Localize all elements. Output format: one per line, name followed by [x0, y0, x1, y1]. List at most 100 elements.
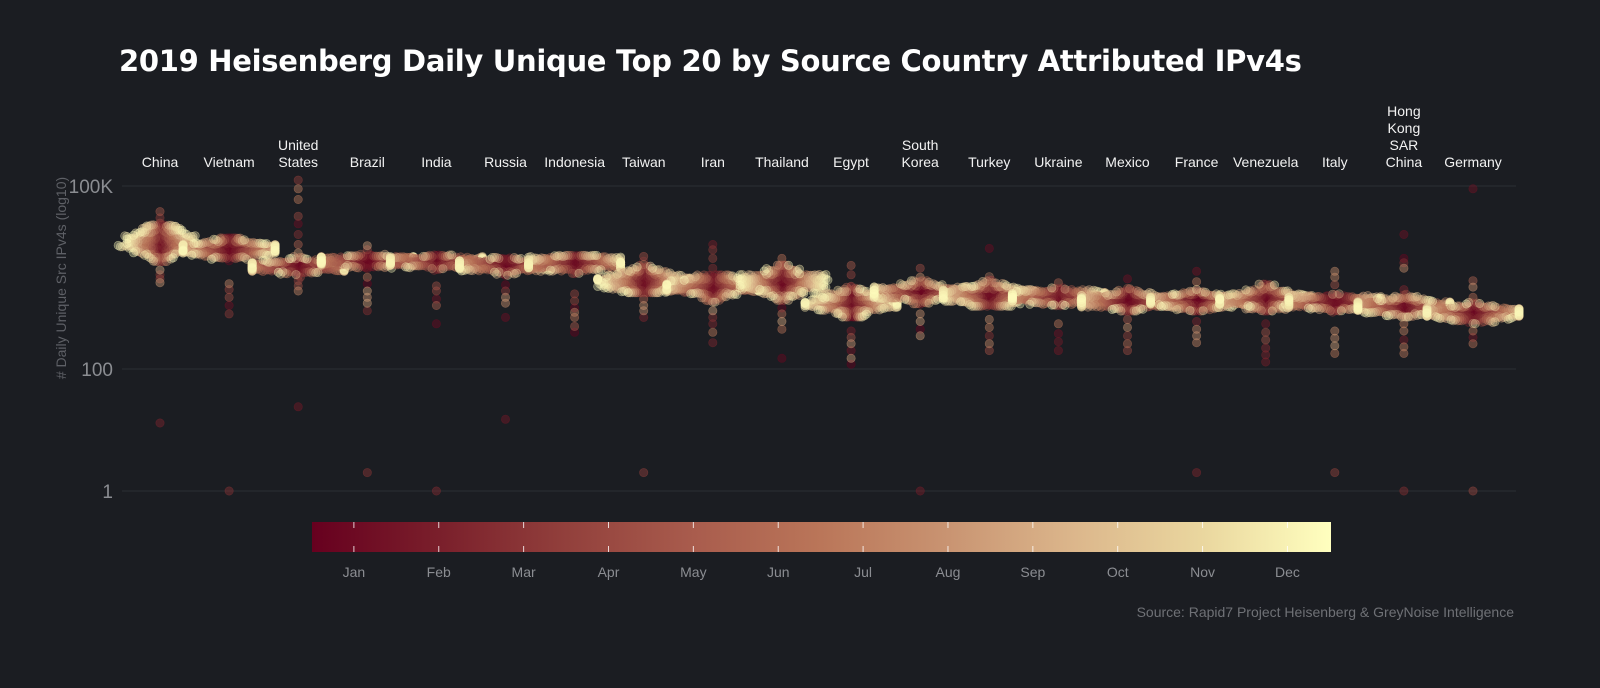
data-point — [511, 268, 521, 278]
data-point — [273, 267, 283, 277]
data-point — [1101, 288, 1111, 298]
data-point — [293, 219, 303, 229]
data-point — [639, 251, 649, 261]
data-point — [489, 267, 499, 277]
data-point — [362, 306, 372, 316]
country-label-line: United — [278, 137, 318, 153]
data-point — [686, 289, 696, 299]
country-label: Russia — [484, 154, 527, 170]
country-swarm — [1007, 278, 1109, 356]
data-point — [639, 468, 649, 478]
data-point — [187, 250, 197, 260]
data-point — [342, 251, 352, 261]
data-point — [1047, 300, 1057, 310]
data-point — [1146, 295, 1156, 305]
data-point — [1192, 468, 1202, 478]
country-label: Mexico — [1105, 154, 1150, 170]
data-point — [129, 248, 139, 258]
data-point — [915, 486, 925, 496]
data-point — [401, 262, 411, 272]
data-point — [431, 281, 441, 291]
data-point — [1125, 284, 1135, 294]
data-point — [708, 306, 718, 316]
country-label-line: Italy — [1322, 154, 1348, 170]
data-point — [500, 312, 510, 322]
data-point — [500, 414, 510, 424]
data-point — [647, 263, 657, 273]
data-point — [759, 266, 769, 276]
data-point — [207, 254, 217, 264]
data-point — [1053, 319, 1063, 329]
country-label: Thailand — [755, 154, 809, 170]
data-point — [503, 270, 513, 280]
data-point — [833, 285, 843, 295]
data-point — [1053, 337, 1063, 347]
data-point — [362, 241, 372, 251]
data-point — [516, 254, 526, 264]
country-label: Iran — [701, 154, 725, 170]
y-tick-label: 100 — [81, 360, 113, 381]
data-point — [755, 284, 765, 294]
data-point — [777, 353, 787, 363]
data-point — [879, 303, 889, 313]
data-point — [431, 319, 441, 329]
country-label: Brazil — [350, 154, 385, 170]
data-point — [800, 297, 810, 307]
data-point — [855, 284, 865, 294]
country-label: China — [142, 154, 179, 170]
country-label: Hong Kong SAR China — [1386, 103, 1423, 170]
data-point — [1025, 299, 1035, 309]
country-label-line: Mexico — [1105, 154, 1150, 170]
country-label-line: Ukraine — [1034, 154, 1082, 170]
data-point — [710, 297, 720, 307]
country-label: Indonesia — [544, 154, 605, 170]
data-point — [202, 251, 212, 261]
data-point — [1154, 300, 1164, 310]
data-point — [846, 353, 856, 363]
country-swarm — [385, 250, 487, 496]
data-point — [485, 254, 495, 264]
data-point — [302, 254, 312, 264]
data-point — [570, 289, 580, 299]
data-point — [623, 288, 633, 298]
data-point — [240, 235, 250, 245]
data-point — [813, 305, 823, 315]
country-swarm — [316, 241, 418, 478]
data-point — [135, 227, 145, 237]
data-point — [1123, 274, 1133, 284]
data-point — [316, 256, 326, 266]
data-point — [1198, 306, 1208, 316]
country-swarm — [454, 253, 556, 424]
data-point — [708, 327, 718, 337]
data-point — [284, 254, 294, 264]
country-label-line: Vietnam — [204, 154, 255, 170]
data-point — [799, 286, 809, 296]
data-point — [524, 260, 534, 270]
country-swarm — [524, 250, 626, 337]
country-label-line: States — [278, 154, 318, 170]
data-point — [869, 288, 879, 298]
data-point — [846, 339, 856, 349]
y-axis-label: # Daily Unique Src IPv4s (log10) — [53, 177, 69, 379]
data-point — [155, 218, 165, 228]
data-point — [1192, 316, 1202, 326]
data-point — [431, 300, 441, 310]
data-point — [708, 338, 718, 348]
data-point — [454, 258, 464, 268]
data-point — [500, 292, 510, 302]
data-point — [209, 234, 219, 244]
data-point — [431, 486, 441, 496]
data-point — [592, 250, 602, 260]
data-point — [261, 239, 271, 249]
data-point — [662, 279, 672, 289]
data-point — [291, 270, 301, 280]
data-point — [1192, 284, 1202, 294]
data-point — [1123, 314, 1133, 324]
country-label-line: Iran — [701, 154, 725, 170]
country-label-line: Brazil — [350, 154, 385, 170]
data-point — [612, 269, 622, 279]
country-label-line: Egypt — [833, 154, 869, 170]
data-point — [224, 309, 234, 319]
country-label: South Korea — [901, 137, 939, 170]
data-point — [418, 251, 428, 261]
